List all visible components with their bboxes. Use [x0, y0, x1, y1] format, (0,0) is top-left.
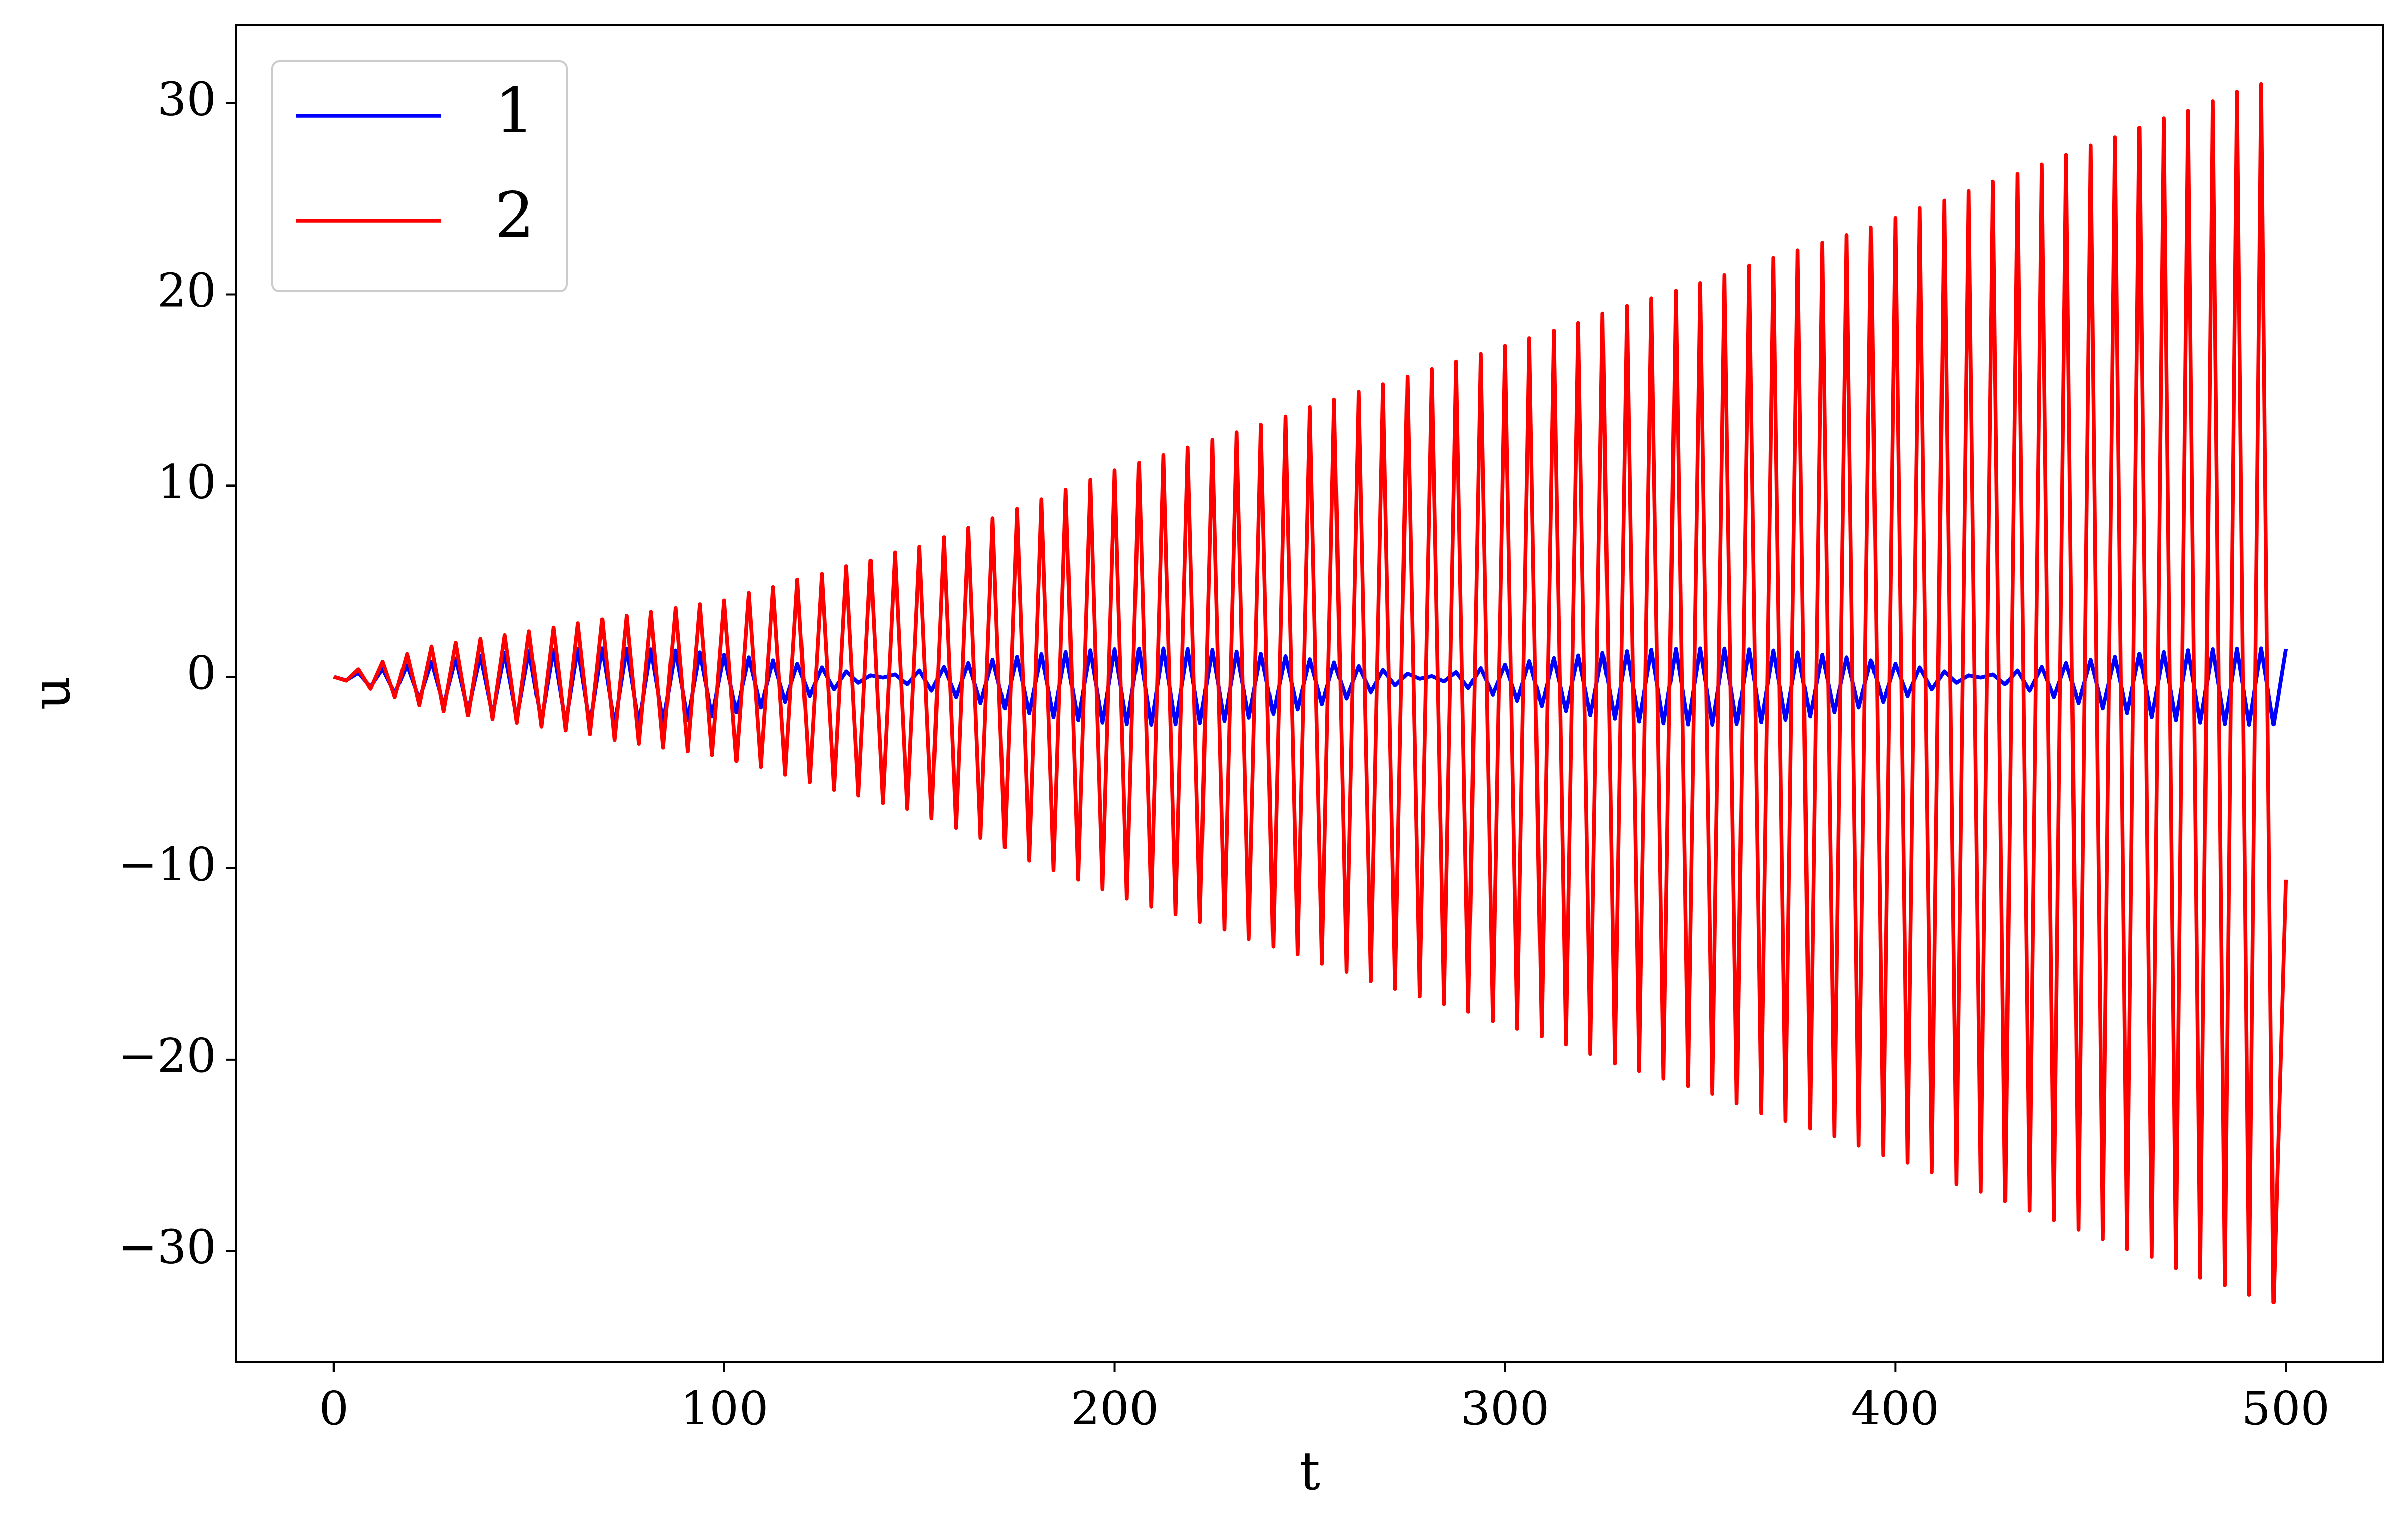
x-tick-label: 200	[1071, 1381, 1159, 1435]
x-tick-label: 0	[319, 1381, 349, 1435]
legend-label: 2	[495, 179, 535, 252]
y-tick-label: 0	[186, 646, 216, 700]
y-tick-label: 20	[157, 263, 216, 317]
y-tick-label: −30	[118, 1220, 216, 1274]
y-tick-label: −20	[118, 1029, 216, 1083]
y-axis-label: u	[20, 676, 82, 710]
x-tick-label: 100	[680, 1381, 769, 1435]
x-tick-label: 400	[1851, 1381, 1940, 1435]
y-tick-label: 10	[157, 455, 216, 509]
x-tick-label: 500	[2241, 1381, 2330, 1435]
x-axis-label: t	[1299, 1440, 1320, 1502]
legend-box	[271, 60, 568, 292]
plot-frame	[235, 24, 2384, 1363]
legend-label: 1	[495, 75, 535, 148]
y-tick-label: 30	[157, 73, 216, 126]
series-line	[333, 82, 2288, 1305]
series-line	[333, 646, 2288, 727]
x-tick-label: 300	[1461, 1381, 1550, 1435]
y-tick-label: −10	[118, 838, 216, 891]
